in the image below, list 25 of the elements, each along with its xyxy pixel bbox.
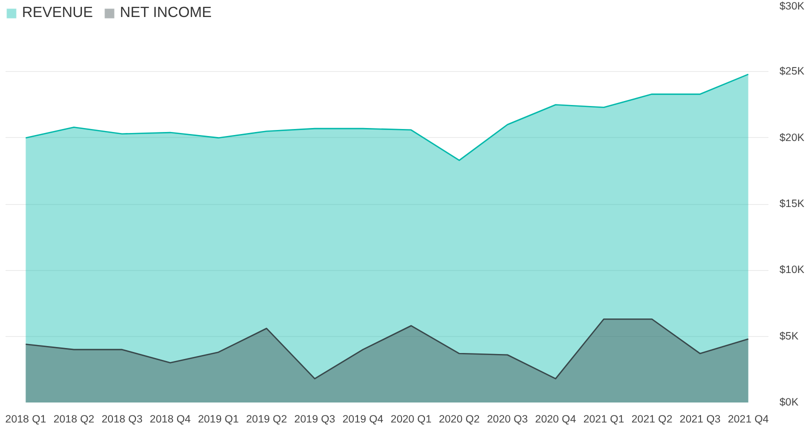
x-tick-label: 2021 Q3: [680, 414, 721, 426]
x-tick-label: 2019 Q2: [246, 414, 288, 426]
legend-label: REVENUE: [22, 5, 93, 21]
x-tick-label: 2021 Q1: [583, 414, 624, 426]
x-tick-label: 2018 Q1: [5, 414, 46, 426]
x-tick-label: 2018 Q2: [53, 414, 94, 426]
x-tick-label: 2019 Q4: [342, 414, 384, 426]
x-tick-label: 2021 Q4: [728, 414, 769, 426]
y-tick-label: $25K: [780, 66, 804, 78]
y-tick-label: $0K: [780, 396, 798, 408]
x-tick-label: 2019 Q3: [294, 414, 336, 426]
x-tick-label: 2020 Q3: [486, 414, 528, 426]
x-tick-label: 2020 Q2: [438, 414, 480, 426]
x-tick-label: 2019 Q1: [198, 414, 239, 426]
y-tick-label: $30K: [780, 0, 804, 12]
y-tick-label: $5K: [780, 330, 798, 342]
x-tick-label: 2018 Q3: [102, 414, 143, 426]
x-tick-label: 2018 Q4: [150, 414, 191, 426]
y-tick-label: $20K: [780, 132, 804, 144]
y-tick-label: $10K: [780, 264, 804, 276]
x-tick-label: 2020 Q4: [535, 414, 576, 426]
y-tick-label: $15K: [780, 198, 804, 210]
x-tick-label: 2021 Q2: [631, 414, 672, 426]
legend-label: NET INCOME: [120, 5, 212, 21]
x-tick-label: 2020 Q1: [390, 414, 432, 426]
